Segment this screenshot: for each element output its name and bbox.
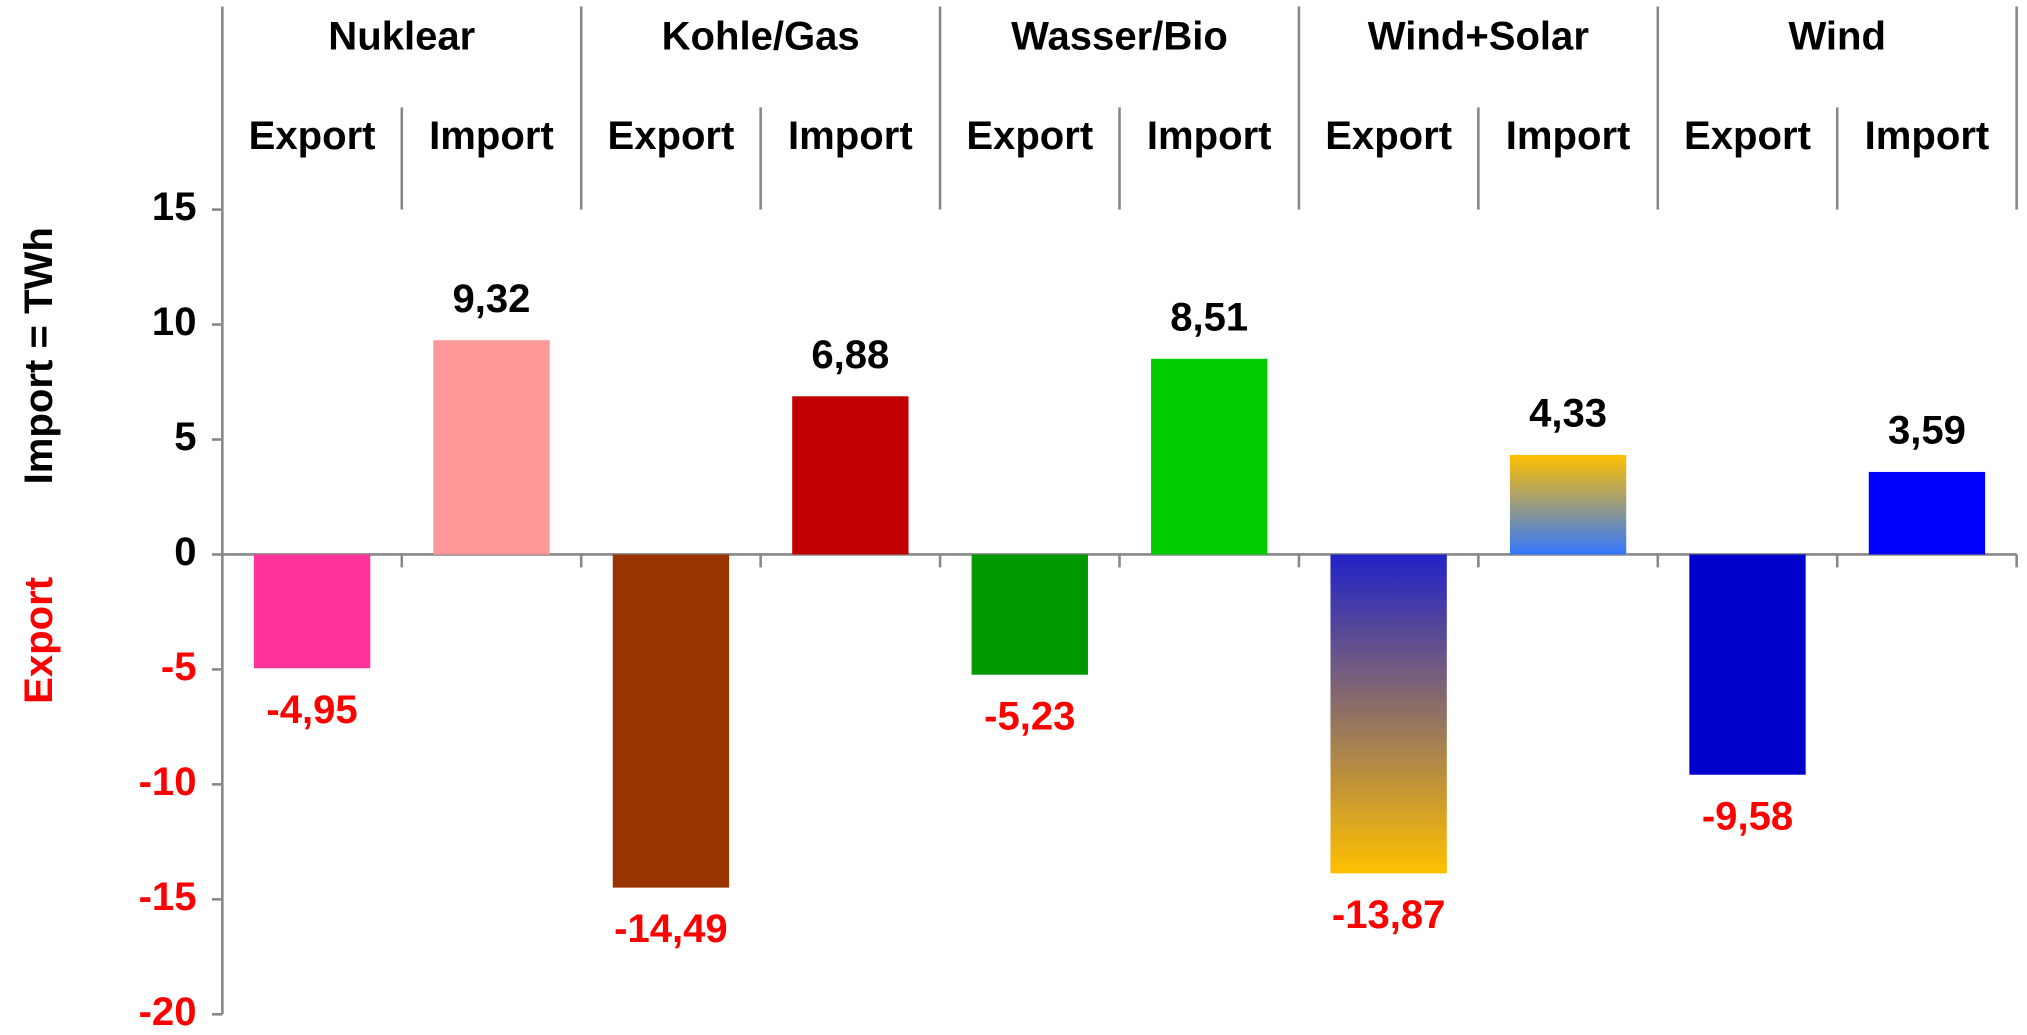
group-label: Nuklear — [328, 14, 475, 58]
value-label: -5,23 — [984, 694, 1075, 738]
y-tick-label: 0 — [174, 530, 196, 574]
x-tick-label: Export — [1684, 114, 1811, 158]
x-tick-label: Import — [1147, 114, 1272, 158]
group-label: Kohle/Gas — [662, 14, 860, 58]
y-tick-label: -20 — [139, 990, 197, 1034]
group-label: Wind — [1788, 14, 1886, 58]
value-label: 8,51 — [1170, 296, 1248, 340]
bar — [792, 396, 909, 555]
bar — [253, 554, 371, 669]
x-tick-label: Import — [1506, 114, 1631, 158]
value-label: 6,88 — [811, 333, 889, 377]
x-tick-label: Export — [966, 114, 1093, 158]
y-tick-label: -5 — [161, 645, 197, 689]
value-label: -4,95 — [266, 688, 357, 732]
y-tick-label: 5 — [174, 415, 196, 459]
x-tick-label: Import — [429, 114, 554, 158]
value-label: -9,58 — [1702, 794, 1793, 838]
x-tick-label: Export — [1325, 114, 1452, 158]
bar — [1330, 554, 1447, 874]
x-tick-label: Export — [249, 114, 376, 158]
value-label: 9,32 — [453, 277, 531, 321]
value-label: -14,49 — [614, 907, 728, 951]
y-tick-label: 10 — [152, 300, 197, 344]
y-axis-label: Import = TWh — [17, 227, 61, 484]
y-tick-label: -10 — [139, 760, 197, 804]
bar — [1689, 554, 1806, 775]
bar — [1151, 358, 1268, 555]
group-label: Wind+Solar — [1368, 14, 1589, 58]
bar — [433, 340, 550, 555]
x-tick-label: Import — [788, 114, 913, 158]
y-axis-label-export: Export — [17, 577, 61, 704]
bar — [1868, 471, 1986, 555]
value-label: -13,87 — [1332, 893, 1446, 937]
x-tick-label: Export — [607, 114, 734, 158]
value-label: 4,33 — [1529, 392, 1607, 436]
bar — [612, 554, 730, 888]
value-label: 3,59 — [1888, 409, 1966, 453]
y-tick-label: -15 — [139, 875, 197, 919]
group-label: Wasser/Bio — [1011, 14, 1228, 58]
y-tick-label: 15 — [152, 185, 197, 229]
bar — [1509, 454, 1627, 555]
bar — [971, 554, 1088, 675]
x-tick-label: Import — [1865, 114, 1990, 158]
